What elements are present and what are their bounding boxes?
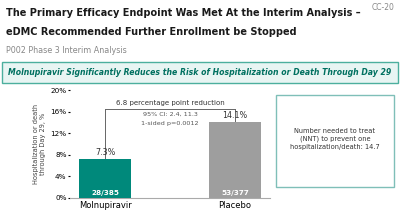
FancyBboxPatch shape <box>276 95 394 187</box>
Text: 7.3%: 7.3% <box>95 148 115 157</box>
Text: P002 Phase 3 Interim Analysis: P002 Phase 3 Interim Analysis <box>6 46 127 55</box>
Y-axis label: Hospitalization or death
through Day 29, %: Hospitalization or death through Day 29,… <box>33 104 46 184</box>
FancyBboxPatch shape <box>2 62 398 83</box>
Bar <box>209 122 261 198</box>
Text: 1-sided p=0.0012: 1-sided p=0.0012 <box>141 121 199 126</box>
Text: 95% CI: 2.4, 11.3: 95% CI: 2.4, 11.3 <box>142 112 198 117</box>
Text: The Primary Efficacy Endpoint Was Met At the Interim Analysis –: The Primary Efficacy Endpoint Was Met At… <box>6 8 361 18</box>
Text: 53/377: 53/377 <box>221 190 249 196</box>
Text: 6.8 percentage point reduction: 6.8 percentage point reduction <box>116 100 224 106</box>
Text: Molnupiravir Significantly Reduces the Risk of Hospitalization or Death Through : Molnupiravir Significantly Reduces the R… <box>8 68 392 77</box>
Text: 14.1%: 14.1% <box>222 111 248 120</box>
Text: 28/385: 28/385 <box>91 190 119 196</box>
Text: eDMC Recommended Further Enrollment be Stopped: eDMC Recommended Further Enrollment be S… <box>6 27 297 37</box>
Bar <box>79 159 131 198</box>
Text: Number needed to treat
(NNT) to prevent one
hospitalization/death: 14.7: Number needed to treat (NNT) to prevent … <box>290 128 380 150</box>
Text: CC-20: CC-20 <box>371 3 394 12</box>
